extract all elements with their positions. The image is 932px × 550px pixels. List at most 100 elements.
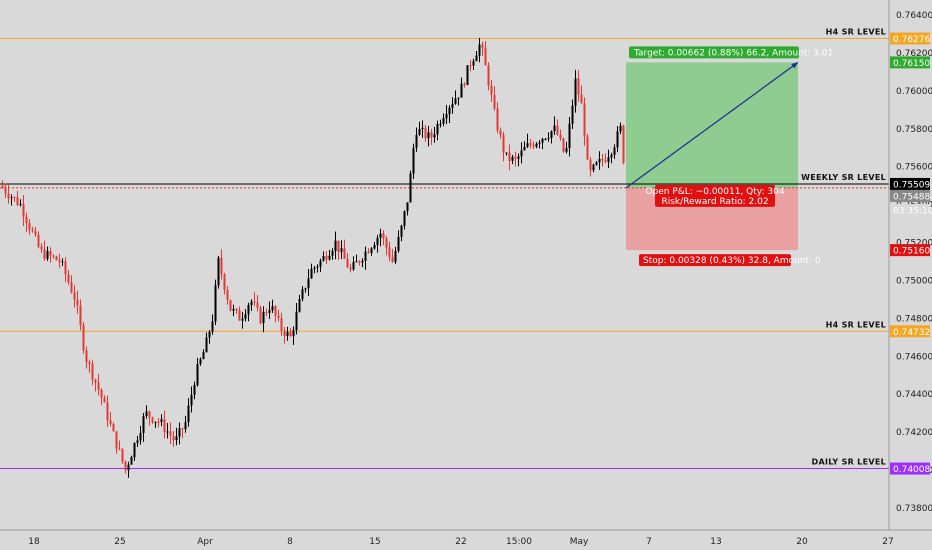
candle-body bbox=[169, 431, 172, 436]
candle-body bbox=[1, 185, 4, 188]
candle-body bbox=[283, 330, 286, 336]
candle-body bbox=[484, 47, 487, 66]
candle-body bbox=[133, 443, 136, 458]
price-tick-label: 0.76000 bbox=[896, 87, 932, 97]
sr-level-label: H4 SR LEVEL bbox=[826, 320, 886, 329]
candle-body bbox=[406, 202, 409, 212]
candle-body bbox=[307, 278, 310, 289]
tag-daily-bg bbox=[890, 462, 930, 475]
candle-body bbox=[616, 131, 619, 148]
candle-body bbox=[250, 301, 253, 305]
candle-body bbox=[514, 156, 517, 159]
candle-body bbox=[226, 289, 229, 300]
candle-body bbox=[232, 308, 235, 311]
candle-body bbox=[370, 248, 373, 253]
candle-body bbox=[448, 107, 451, 115]
candle-body bbox=[280, 318, 283, 331]
candle-body bbox=[301, 289, 304, 300]
candle-body bbox=[367, 251, 370, 253]
candle-body bbox=[40, 246, 43, 250]
candle-body bbox=[430, 132, 433, 138]
candle-body bbox=[259, 307, 262, 324]
tag-h4-bottom-bg bbox=[890, 325, 930, 338]
candle-body bbox=[610, 154, 613, 158]
candle-body bbox=[73, 292, 76, 300]
price-tick-label: 0.76200 bbox=[896, 49, 932, 59]
time-axis[interactable]: 18 25 Apr 8 15 22 15:00 May 7 13 20 27 bbox=[28, 537, 893, 547]
sr-level-label: WEEKLY SR LEVEL bbox=[801, 173, 886, 182]
candle-body bbox=[202, 352, 205, 360]
candle-body bbox=[88, 362, 91, 364]
candle-body bbox=[235, 308, 238, 311]
tag-countdown-bg bbox=[890, 203, 930, 216]
candle-body bbox=[460, 83, 463, 98]
candle-body bbox=[538, 142, 541, 144]
time-tick-label: 22 bbox=[455, 537, 466, 547]
candle-body bbox=[97, 382, 100, 390]
candle-body bbox=[478, 44, 481, 56]
candle-body bbox=[382, 233, 385, 239]
candles bbox=[1, 37, 625, 478]
candle-body bbox=[199, 359, 202, 365]
candle-body bbox=[415, 134, 418, 148]
price-tick-label: 0.74800 bbox=[896, 314, 932, 324]
candle-body bbox=[268, 310, 271, 313]
position-overlay: Target: 0.00662 (0.88%) 66.2, Amount: 3.… bbox=[625, 46, 833, 267]
candle-body bbox=[358, 261, 361, 263]
candle-body bbox=[508, 152, 511, 161]
candle-body bbox=[244, 314, 247, 319]
candle-body bbox=[85, 350, 88, 363]
candle-body bbox=[400, 225, 403, 237]
candle-body bbox=[559, 134, 562, 139]
candle-body bbox=[112, 424, 115, 432]
tag-current: 0.75488 bbox=[893, 192, 930, 202]
target-label-box bbox=[629, 46, 799, 59]
candle-body bbox=[37, 234, 40, 247]
candle-body bbox=[343, 248, 346, 259]
candle-body bbox=[241, 318, 244, 321]
tag-target: 0.76150 bbox=[893, 59, 930, 69]
candle-body bbox=[94, 379, 97, 383]
candle-body bbox=[166, 431, 169, 433]
candle-body bbox=[292, 330, 295, 337]
time-tick-label: 27 bbox=[882, 537, 893, 547]
target-label: Target: 0.00662 (0.88%) 66.2, Amount: 3.… bbox=[633, 48, 833, 58]
candle-body bbox=[604, 160, 607, 162]
price-tick-label: 0.75600 bbox=[896, 163, 932, 173]
candle-body bbox=[148, 411, 151, 418]
candle-body bbox=[556, 125, 559, 135]
candle-body bbox=[253, 301, 256, 303]
candle-body bbox=[622, 125, 625, 163]
stop-label: Stop: 0.00328 (0.43%) 32.8, Amount: 0 bbox=[643, 256, 821, 266]
time-tick-label: 25 bbox=[114, 537, 125, 547]
candle-body bbox=[190, 394, 193, 406]
candle-body bbox=[523, 146, 526, 151]
candle-body bbox=[355, 261, 358, 263]
candle-body bbox=[220, 257, 223, 275]
candle-body bbox=[499, 130, 502, 135]
candle-body bbox=[391, 257, 394, 262]
price-tick-label: 0.73800 bbox=[896, 504, 932, 514]
price-tick-label: 0.75800 bbox=[896, 125, 932, 135]
candle-body bbox=[421, 127, 424, 130]
time-tick-label: 18 bbox=[28, 537, 40, 547]
candle-body bbox=[55, 256, 58, 261]
tag-target-bg bbox=[890, 56, 930, 69]
candle-body bbox=[109, 420, 112, 425]
candle-body bbox=[154, 421, 157, 423]
candle-body bbox=[565, 148, 568, 152]
candle-body bbox=[217, 257, 220, 286]
candle-body bbox=[589, 159, 592, 171]
candle-body bbox=[61, 261, 64, 263]
candle-body bbox=[262, 311, 265, 324]
candle-body bbox=[331, 251, 334, 256]
tag-stop-bg bbox=[890, 244, 930, 257]
candle-body bbox=[496, 108, 499, 131]
candle-body bbox=[409, 173, 412, 203]
candle-body bbox=[247, 304, 250, 315]
tag-h4-top-bg bbox=[890, 32, 930, 45]
candle-body bbox=[364, 251, 367, 261]
tag-stop: 0.75160 bbox=[893, 247, 930, 257]
candle-body bbox=[16, 197, 19, 205]
